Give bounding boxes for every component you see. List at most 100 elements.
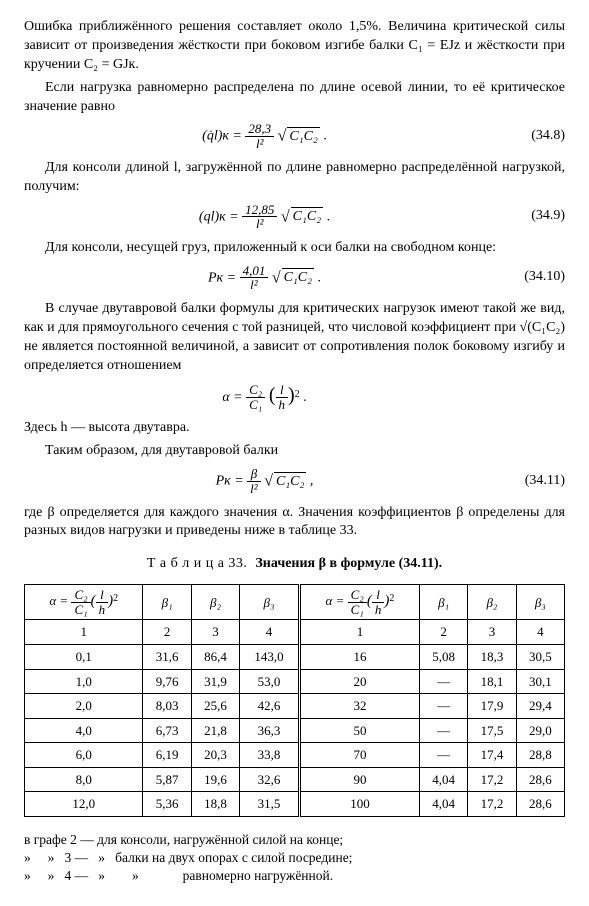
table-cell: 70 [299, 743, 419, 768]
eq-number: (34.9) [505, 207, 565, 226]
table-cell: 31,5 [240, 792, 300, 817]
eq-num: 4,01 [240, 264, 269, 279]
table-caption-b: Значения β в формуле (34.11). [255, 556, 442, 571]
table-cell: 90 [299, 767, 419, 792]
paragraph-2: Если нагрузка равномерно распределена по… [24, 79, 565, 117]
table-cell: 20 [299, 669, 419, 694]
table-cell: 50 [299, 718, 419, 743]
table-cell: 4,04 [419, 792, 467, 817]
table-cell: 6,19 [143, 743, 191, 768]
equation-34-11: Pк = βl² √C₁C₂ , (34.11) [24, 467, 565, 495]
table-cell: 20,3 [191, 743, 239, 768]
th-b3: β₃ [240, 585, 300, 620]
table-cell: — [419, 694, 467, 719]
table-cell: 4,04 [419, 767, 467, 792]
eq-number: (34.8) [505, 127, 565, 146]
table-caption-a: Т а б л и ц а 33. [147, 556, 248, 571]
eq-den: l² [245, 137, 274, 151]
paragraph-4: Для консоли, несущей груз, приложенный к… [24, 239, 565, 258]
table-cell: 1,0 [25, 669, 143, 694]
eq-den: l² [247, 482, 261, 496]
eq-num: l [276, 383, 289, 398]
table-header-row: α = C₂C₁(lh)2 β₁ β₂ β₃ α = C₂C₁(lh)2 β₁ … [25, 585, 565, 620]
eq-den: l² [242, 217, 277, 231]
table-33: α = C₂C₁(lh)2 β₁ β₂ β₃ α = C₂C₁(lh)2 β₁ … [24, 584, 565, 817]
table-caption: Т а б л и ц а 33. Значения β в формуле (… [24, 555, 565, 574]
table-row: 0,131,686,4143,0165,0818,330,5 [25, 645, 565, 670]
table-cell: 16 [299, 645, 419, 670]
table-cell: 9,76 [143, 669, 191, 694]
table-row: 2,08,0325,642,632—17,929,4 [25, 694, 565, 719]
table-subhead-cell: 2 [419, 620, 467, 645]
table-cell: 29,4 [516, 694, 564, 719]
th-b2: β₂ [191, 585, 239, 620]
eq-den: l² [240, 278, 269, 292]
table-cell: — [419, 718, 467, 743]
eq-lhs: Pк = [208, 270, 236, 285]
table-subheader-row: 12341234 [25, 620, 565, 645]
note-1: в графе 2 — для консоли, нагружённой сил… [24, 831, 565, 849]
table-cell: 53,0 [240, 669, 300, 694]
equation-alpha: α = C₂C₁ (lh)2 . [24, 382, 565, 412]
footnotes: в графе 2 — для консоли, нагружённой сил… [24, 831, 565, 886]
table-body: 0,131,686,4143,0165,0818,330,51,09,7631,… [25, 645, 565, 817]
th-b1: β₁ [143, 585, 191, 620]
table-cell: 28,6 [516, 792, 564, 817]
eq-lhs: (ql)к = [199, 209, 239, 224]
note-3: » » 4 — » » равномерно нагружённой. [24, 867, 565, 885]
table-cell: 2,0 [25, 694, 143, 719]
table-cell: 12,0 [25, 792, 143, 817]
table-cell: 30,5 [516, 645, 564, 670]
table-subhead-cell: 4 [516, 620, 564, 645]
eq-den: C₁ [246, 398, 265, 412]
equation-34-10: Pк = 4,01l² √C₁C₂ . (34.10) [24, 264, 565, 292]
table-subhead-cell: 1 [299, 620, 419, 645]
table-cell: — [419, 669, 467, 694]
table-cell: 31,6 [143, 645, 191, 670]
table-cell: 28,6 [516, 767, 564, 792]
table-subhead-cell: 3 [468, 620, 516, 645]
table-cell: 29,0 [516, 718, 564, 743]
paragraph-7: где β определяется для каждого значения … [24, 504, 565, 542]
table-cell: 32 [299, 694, 419, 719]
eq-number: (34.10) [505, 268, 565, 287]
th-alpha-right: α = C₂C₁(lh)2 [299, 585, 419, 620]
table-cell: 5,36 [143, 792, 191, 817]
th-alpha-left: α = C₂C₁(lh)2 [25, 585, 143, 620]
eq-sqrt: C₁C₂ [282, 268, 314, 288]
table-cell: 17,4 [468, 743, 516, 768]
equation-34-9: (ql)к = 12,85l² √C₁C₂ . (34.9) [24, 203, 565, 231]
table-row: 12,05,3618,831,51004,0417,228,6 [25, 792, 565, 817]
table-cell: 42,6 [240, 694, 300, 719]
table-cell: 8,03 [143, 694, 191, 719]
table-cell: 6,73 [143, 718, 191, 743]
table-cell: 6,0 [25, 743, 143, 768]
eq-sqrt: C₁C₂ [274, 472, 306, 492]
note-2: » » 3 — » балки на двух опорах с силой п… [24, 849, 565, 867]
table-cell: 18,8 [191, 792, 239, 817]
paragraph-1: Ошибка приближённого решения составляет … [24, 18, 565, 75]
table-cell: 5,08 [419, 645, 467, 670]
paragraph-6b: Таким образом, для двутавровой балки [24, 442, 565, 461]
table-cell: 30,1 [516, 669, 564, 694]
paragraph-5: В случае двутавровой балки формулы для к… [24, 300, 565, 376]
table-cell: 17,9 [468, 694, 516, 719]
table-cell: 143,0 [240, 645, 300, 670]
eq-sqrt: C₁C₂ [291, 207, 323, 227]
table-cell: 18,3 [468, 645, 516, 670]
table-cell: 5,87 [143, 767, 191, 792]
table-subhead-cell: 4 [240, 620, 300, 645]
table-cell: 100 [299, 792, 419, 817]
table-cell: 28,8 [516, 743, 564, 768]
table-cell: 21,8 [191, 718, 239, 743]
table-subhead-cell: 1 [25, 620, 143, 645]
table-cell: 25,6 [191, 694, 239, 719]
table-subhead-cell: 3 [191, 620, 239, 645]
eq-num: 28,3 [245, 122, 274, 137]
th-b3: β₃ [516, 585, 564, 620]
eq-lhs: Pк = [216, 474, 244, 489]
table-cell: 18,1 [468, 669, 516, 694]
paragraph-6a: Здесь h — высота двутавра. [24, 419, 565, 438]
eq-lhs: (q̇l)к = [202, 129, 242, 144]
table-row: 1,09,7631,953,020—18,130,1 [25, 669, 565, 694]
